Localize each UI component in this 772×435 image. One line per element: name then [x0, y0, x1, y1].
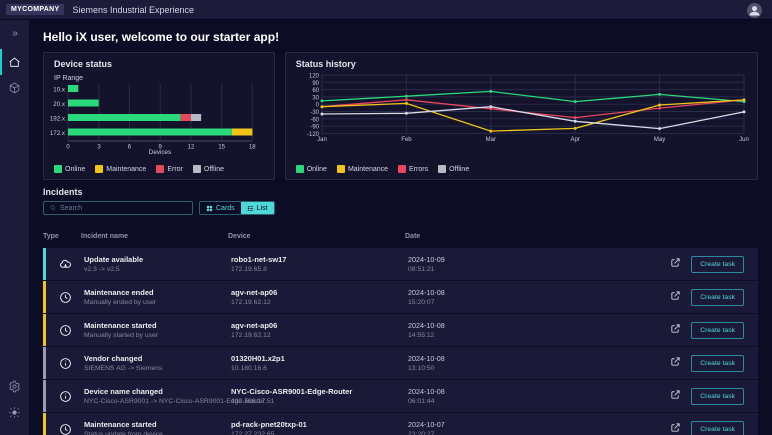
svg-text:18: 18 — [249, 145, 256, 151]
svg-text:-30: -30 — [310, 110, 319, 116]
svg-text:30: 30 — [312, 95, 319, 101]
svg-text:0: 0 — [315, 103, 319, 109]
svg-text:May: May — [654, 137, 665, 143]
svg-text:120: 120 — [309, 74, 320, 80]
svg-text:Feb: Feb — [401, 137, 412, 143]
svg-text:Jan: Jan — [317, 137, 327, 143]
svg-text:60: 60 — [312, 88, 319, 94]
svg-text:Apr: Apr — [570, 137, 579, 143]
svg-text:Jun: Jun — [739, 137, 749, 143]
svg-text:20.x: 20.x — [53, 101, 66, 108]
svg-text:6: 6 — [128, 145, 132, 151]
svg-text:192.x: 192.x — [50, 116, 66, 123]
svg-text:15: 15 — [218, 145, 225, 151]
svg-text:-90: -90 — [310, 125, 319, 131]
svg-text:172.x: 172.x — [50, 130, 66, 137]
svg-text:90: 90 — [312, 81, 319, 87]
svg-text:3: 3 — [97, 145, 101, 151]
svg-text:0: 0 — [66, 145, 70, 151]
svg-text:-60: -60 — [310, 117, 319, 123]
svg-text:10.x: 10.x — [53, 87, 66, 94]
svg-text:12: 12 — [188, 145, 195, 151]
svg-text:Devices: Devices — [149, 149, 171, 154]
svg-text:Mar: Mar — [485, 137, 495, 143]
